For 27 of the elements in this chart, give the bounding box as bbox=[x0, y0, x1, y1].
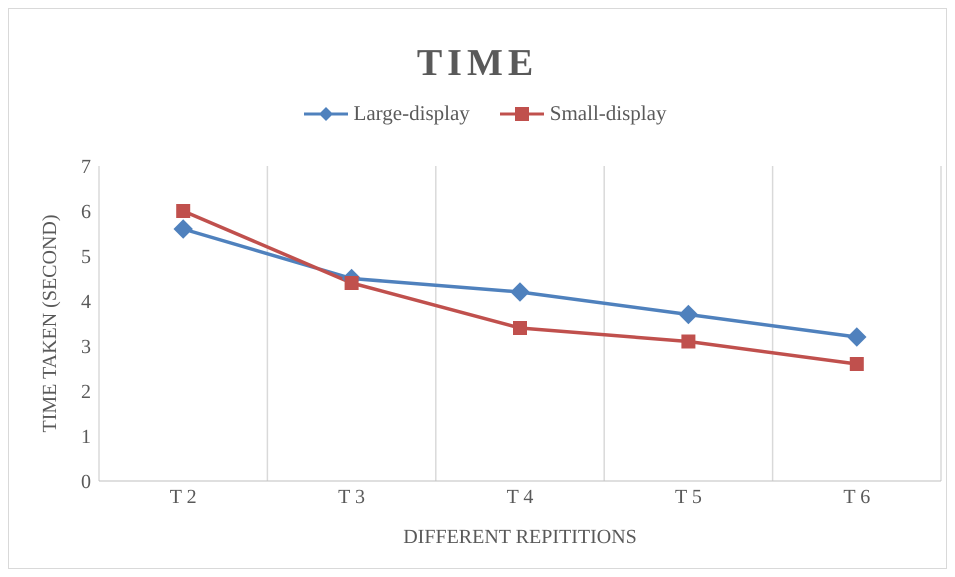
point bbox=[510, 282, 530, 302]
x-axis-title: DIFFERENT REPITITIONS bbox=[403, 526, 637, 548]
point bbox=[513, 321, 527, 335]
y-tick-label: 7 bbox=[81, 156, 91, 178]
point bbox=[344, 276, 359, 290]
legend-label: Small-display bbox=[550, 101, 666, 126]
x-tick-label: T 3 bbox=[338, 486, 366, 508]
y-tick-label: 4 bbox=[81, 291, 91, 314]
y-tick-label: 1 bbox=[81, 426, 91, 448]
x-tick-label: T 4 bbox=[506, 486, 534, 508]
point bbox=[176, 204, 190, 218]
x-tick-label: T 2 bbox=[170, 486, 197, 508]
point bbox=[678, 305, 698, 324]
point bbox=[850, 357, 864, 371]
y-tick-label: 2 bbox=[81, 381, 91, 404]
x-tick-label: T 5 bbox=[674, 486, 702, 508]
y-tick-label: 5 bbox=[81, 246, 91, 268]
y-tick-label: 6 bbox=[81, 201, 91, 224]
point bbox=[681, 334, 696, 348]
chart-title: TIME bbox=[416, 41, 540, 86]
x-tick-label: T 6 bbox=[843, 486, 870, 508]
point bbox=[174, 220, 193, 238]
y-tick-label: 0 bbox=[81, 471, 91, 494]
y-tick-label: 3 bbox=[81, 336, 91, 358]
legend-label: Large-display bbox=[354, 101, 470, 126]
point bbox=[847, 328, 866, 346]
y-axis-title: TIME TAKEN (SECOND) bbox=[39, 214, 62, 433]
